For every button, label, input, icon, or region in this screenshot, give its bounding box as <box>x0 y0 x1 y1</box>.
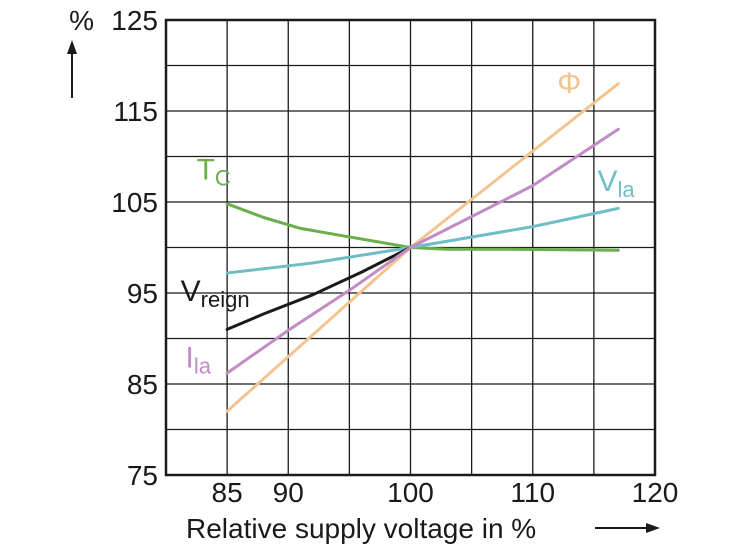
y-axis-arrowhead <box>67 40 77 54</box>
series-lines <box>225 82 620 413</box>
y-tick-label: 105 <box>111 187 158 218</box>
plot-frame <box>164 18 657 477</box>
series-label-vla: Vla <box>598 165 636 202</box>
series-line-ila <box>225 127 620 375</box>
series-line-tc <box>225 202 620 252</box>
series-label-tc: TC <box>197 153 231 190</box>
x-axis-label: Relative supply voltage in % <box>186 513 536 544</box>
series-labels: Φ TC Vla Vreign Ila <box>181 67 636 379</box>
x-tick-label: 85 <box>212 477 243 508</box>
series-line-vreign <box>225 246 412 331</box>
y-tick-label: 75 <box>127 460 158 491</box>
series-label-ila: Ila <box>186 342 212 379</box>
y-tick-label: 95 <box>127 278 158 309</box>
y-axis-label: % <box>69 5 94 36</box>
x-axis-arrowhead <box>646 523 660 533</box>
x-tick-label: 120 <box>632 477 679 508</box>
x-tick-label: 90 <box>273 477 304 508</box>
series-label-φ: Φ <box>557 67 581 100</box>
x-tick-label: 100 <box>387 477 434 508</box>
y-tick-label: 85 <box>127 369 158 400</box>
grid <box>164 18 657 477</box>
x-tick-label: 110 <box>510 477 555 508</box>
tick-labels: 75 85 95 105 115 125 85 90 100 110 120 <box>111 5 678 508</box>
series-label-vreign: Vreign <box>181 275 250 312</box>
y-tick-label: 125 <box>111 5 158 36</box>
y-tick-label: 115 <box>113 96 158 127</box>
